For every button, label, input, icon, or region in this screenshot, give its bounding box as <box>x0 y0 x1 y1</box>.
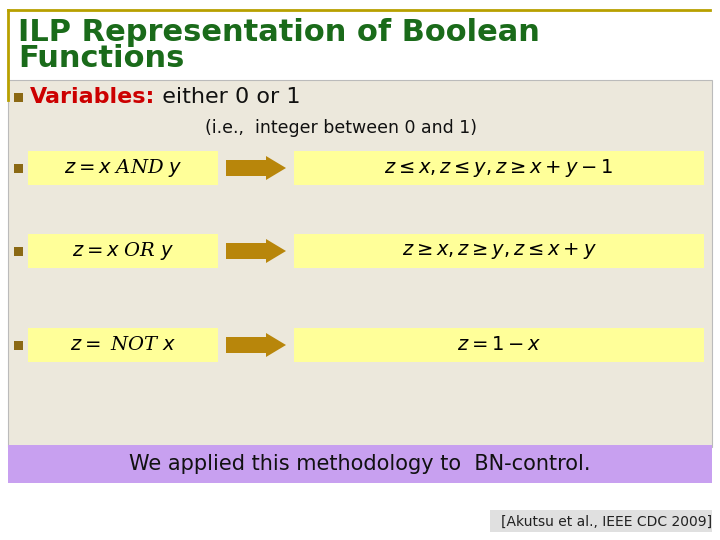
FancyBboxPatch shape <box>294 151 704 185</box>
FancyBboxPatch shape <box>28 234 218 268</box>
FancyBboxPatch shape <box>14 93 23 102</box>
Text: (i.e.,  integer between 0 and 1): (i.e., integer between 0 and 1) <box>205 119 477 137</box>
Text: $z = x$ AND $y$: $z = x$ AND $y$ <box>63 157 182 179</box>
FancyArrow shape <box>226 156 286 180</box>
Text: $z = x$ OR $y$: $z = x$ OR $y$ <box>72 240 174 262</box>
FancyBboxPatch shape <box>14 164 23 173</box>
Text: $z = 1-x$: $z = 1-x$ <box>457 336 541 354</box>
Text: Functions: Functions <box>18 44 184 73</box>
Text: $z \leq x, z \leq y, z \geq x+y-1$: $z \leq x, z \leq y, z \geq x+y-1$ <box>384 157 613 179</box>
Text: ILP Representation of Boolean: ILP Representation of Boolean <box>18 18 540 47</box>
Text: either 0 or 1: either 0 or 1 <box>148 87 300 107</box>
FancyBboxPatch shape <box>14 247 23 256</box>
FancyBboxPatch shape <box>28 151 218 185</box>
Text: Variables:: Variables: <box>30 87 156 107</box>
FancyBboxPatch shape <box>294 234 704 268</box>
Text: $z \geq x, z \geq y, z \leq x+y$: $z \geq x, z \geq y, z \leq x+y$ <box>402 241 596 261</box>
FancyBboxPatch shape <box>28 328 218 362</box>
FancyBboxPatch shape <box>294 328 704 362</box>
FancyArrow shape <box>226 333 286 357</box>
FancyBboxPatch shape <box>8 80 712 447</box>
FancyBboxPatch shape <box>490 510 712 532</box>
Text: We applied this methodology to  BN-control.: We applied this methodology to BN-contro… <box>130 454 590 474</box>
FancyBboxPatch shape <box>8 445 712 483</box>
FancyBboxPatch shape <box>14 341 23 350</box>
Text: [Akutsu et al., IEEE CDC 2009]: [Akutsu et al., IEEE CDC 2009] <box>501 515 712 529</box>
Text: $z =$ NOT $x$: $z =$ NOT $x$ <box>70 336 176 354</box>
FancyArrow shape <box>226 239 286 263</box>
